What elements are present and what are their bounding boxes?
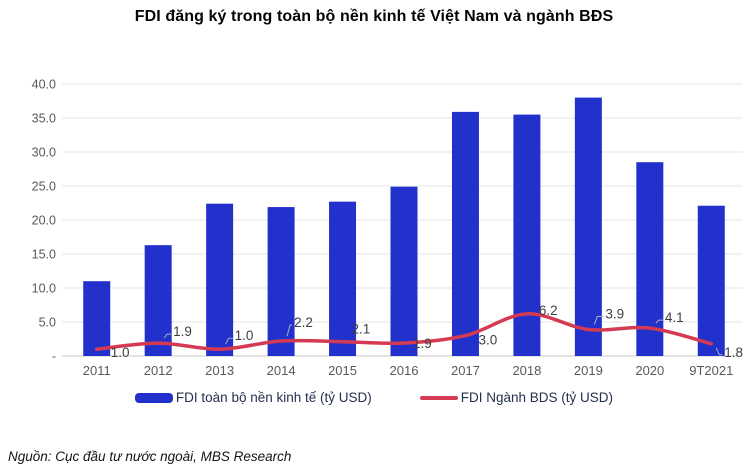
legend-label-economy: FDI toàn bộ nền kinh tế (tỷ USD)	[175, 390, 372, 405]
data-label-callout	[655, 319, 663, 324]
legend-item-economy: FDI toàn bộ nền kinh tế (tỷ USD)	[134, 390, 372, 405]
bar-2013	[206, 203, 234, 356]
x-tick-label-2013: 2013	[205, 363, 234, 378]
bar-series-swatch	[134, 392, 173, 403]
y-tick-label: 40.0	[32, 78, 56, 92]
data-label-2011: 1.0	[111, 345, 130, 360]
x-tick-label-2017: 2017	[451, 363, 480, 378]
bar-2017	[451, 111, 479, 356]
x-tick-label-2019: 2019	[574, 363, 603, 378]
x-tick-label-2018: 2018	[512, 363, 541, 378]
bar-2018	[513, 114, 541, 356]
y-tick-label: 30.0	[32, 146, 56, 160]
data-label-2020: 4.1	[665, 310, 684, 325]
y-tick-label: 10.0	[32, 282, 56, 296]
data-label-callout	[225, 337, 233, 345]
bar-2015	[329, 201, 357, 356]
line-series-swatch	[419, 395, 458, 400]
bar-2020	[636, 162, 664, 356]
legend-label-bds: FDI Ngành BDS (tỷ USD)	[460, 390, 614, 405]
x-tick-label-2016: 2016	[390, 363, 419, 378]
data-label-2018: 6.2	[539, 303, 558, 318]
data-label-2015: 2.1	[352, 322, 371, 337]
x-tick-label-2012: 2012	[144, 363, 173, 378]
legend-item-bds: FDI Ngành BDS (tỷ USD)	[419, 390, 614, 405]
chart-legend: FDI toàn bộ nền kinh tế (tỷ USD) FDI Ngà…	[0, 390, 748, 405]
bar-2019	[574, 97, 602, 356]
y-tick-label: -	[52, 350, 56, 364]
y-tick-label: 5.0	[39, 316, 56, 330]
y-tick-label: 20.0	[32, 214, 56, 228]
data-label-callout	[163, 333, 172, 339]
y-tick-label: 35.0	[32, 112, 56, 126]
y-tick-label: 15.0	[32, 248, 56, 262]
x-tick-label-2011: 2011	[83, 363, 111, 378]
data-label-2016: 1.9	[413, 336, 432, 351]
data-label-2019: 3.9	[605, 306, 624, 321]
data-label-callout	[286, 324, 293, 337]
data-label-2013: 1.0	[235, 328, 254, 343]
data-label-9T2021: 1.8	[724, 345, 743, 360]
y-tick-label: 25.0	[32, 180, 56, 194]
bar-2011	[83, 281, 111, 356]
chart-plot-area: - 5.0 10.0 15.0 20.0 25.0 30.0 35.0 40.0 1.0 1.9 1.…	[32, 78, 743, 379]
chart-title: FDI đăng ký trong toàn bộ nền kinh tế Vi…	[134, 8, 614, 25]
data-label-callout	[593, 315, 604, 325]
data-label-2017: 3.0	[478, 333, 497, 348]
x-tick-label-2015: 2015	[328, 363, 357, 378]
x-tick-label-2020: 2020	[635, 363, 664, 378]
x-tick-label-9T2021: 9T2021	[689, 363, 733, 378]
data-label-2014: 2.2	[294, 315, 313, 330]
bds-line	[94, 312, 714, 351]
bar-2016	[390, 186, 418, 356]
data-label-2012: 1.9	[173, 324, 192, 339]
source-note: Nguồn: Cục đầu tư nước ngoài, MBS Resear…	[8, 449, 292, 464]
bar-9T2021	[697, 205, 725, 356]
x-tick-label-2014: 2014	[267, 363, 296, 378]
data-label-callout	[715, 347, 723, 356]
bar-2012	[144, 245, 172, 356]
bar-2014	[267, 207, 295, 356]
